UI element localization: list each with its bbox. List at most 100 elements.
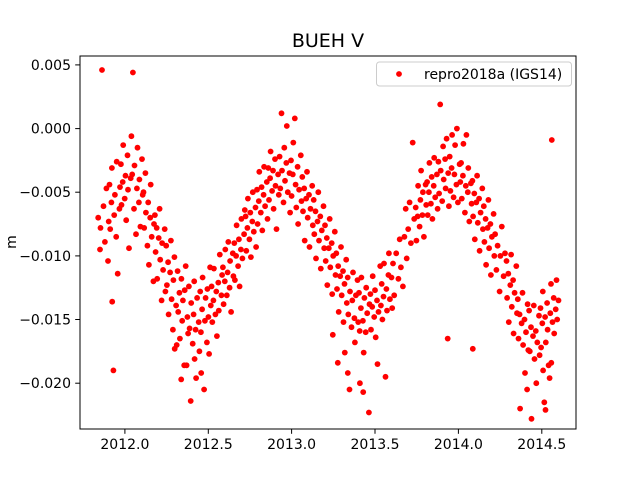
data-point [474, 172, 480, 179]
data-point [415, 182, 421, 189]
data-point [364, 310, 371, 317]
data-point [496, 288, 503, 295]
data-point [332, 272, 339, 278]
data-point [322, 222, 328, 229]
data-point [432, 194, 439, 201]
data-point [398, 264, 404, 271]
data-point [391, 292, 398, 299]
data-point [233, 253, 240, 259]
data-point [250, 228, 257, 235]
data-point [317, 265, 324, 272]
data-point [325, 245, 332, 252]
data-point [554, 316, 561, 323]
data-point [497, 253, 504, 259]
data-point [202, 295, 209, 301]
data-point [466, 218, 473, 225]
data-point [462, 182, 469, 189]
data-point [369, 273, 376, 280]
data-point [147, 181, 154, 188]
data-point [528, 415, 535, 422]
data-point [542, 407, 549, 413]
data-point [112, 191, 118, 198]
data-point [321, 245, 328, 252]
y-tick-label: 0.005 [31, 58, 71, 74]
data-point [326, 216, 333, 222]
data-point [185, 330, 192, 337]
data-point [280, 199, 287, 206]
data-point [165, 311, 172, 318]
data-point [160, 267, 167, 273]
data-point [196, 348, 203, 355]
data-point [447, 188, 454, 194]
data-point [113, 233, 120, 240]
data-point [216, 251, 223, 258]
data-point [341, 349, 348, 356]
data-point [97, 246, 103, 253]
data-point [451, 171, 458, 178]
data-point [175, 309, 182, 315]
x-tick-label: 2014.5 [517, 437, 566, 453]
data-point [134, 144, 141, 151]
data-point [549, 319, 556, 325]
data-point [118, 161, 124, 168]
data-point [429, 216, 436, 222]
data-point [400, 283, 406, 290]
data-point [248, 254, 254, 260]
data-point [476, 247, 483, 254]
data-point [553, 277, 560, 283]
data-point [493, 267, 500, 273]
data-point [426, 189, 432, 196]
data-point [371, 314, 378, 320]
data-point [267, 175, 273, 182]
data-point [315, 189, 322, 196]
data-point [272, 156, 278, 163]
data-point [360, 317, 366, 324]
data-point [180, 297, 186, 304]
data-point [277, 185, 284, 192]
data-point [170, 326, 176, 333]
data-point [519, 289, 526, 296]
data-point [548, 359, 555, 366]
data-point [291, 115, 298, 122]
data-point [263, 179, 270, 185]
data-point [100, 203, 107, 210]
data-point [412, 204, 419, 211]
x-axis: 2012.0 2012.5 2013.0 2013.5 2014.0 2014.5 [100, 429, 566, 453]
data-point [520, 342, 526, 348]
data-point [252, 204, 259, 211]
data-point [292, 181, 299, 188]
data-point [304, 214, 311, 221]
data-point [147, 214, 154, 221]
data-point [131, 205, 137, 212]
data-point [178, 376, 185, 383]
data-point [244, 225, 251, 231]
data-point [360, 349, 367, 356]
x-tick-label: 2012.5 [184, 437, 233, 453]
data-point [206, 351, 213, 357]
data-point [246, 236, 253, 243]
data-point [233, 222, 240, 229]
data-point [374, 297, 380, 304]
data-point [345, 311, 352, 318]
data-point [524, 301, 531, 308]
data-point [161, 226, 168, 233]
data-point [128, 133, 135, 140]
data-point [460, 140, 467, 147]
data-point [479, 185, 486, 192]
data-point [284, 189, 291, 196]
data-point [550, 295, 557, 301]
data-point [544, 300, 550, 306]
data-point [355, 319, 362, 325]
data-point [287, 209, 293, 216]
data-point [212, 311, 219, 318]
data-point [226, 284, 233, 291]
data-point [139, 156, 145, 163]
data-point [449, 132, 455, 138]
data-point [387, 296, 393, 303]
data-point [227, 258, 234, 264]
data-point [430, 182, 437, 189]
data-point [298, 198, 305, 205]
data-point [136, 199, 142, 206]
data-point [403, 255, 410, 262]
data-point [254, 186, 260, 193]
